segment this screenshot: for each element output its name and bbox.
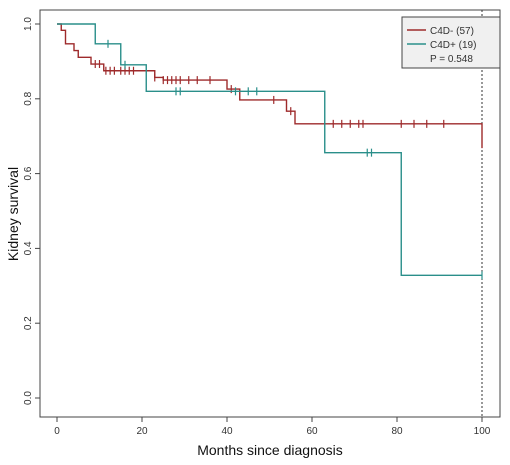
y-tick-label: 0.4 [23,241,34,255]
y-tick-label: 0.8 [23,91,34,105]
x-tick-label: 80 [391,426,403,437]
survival-curves [57,23,483,280]
legend-pvalue: P = 0.548 [430,54,473,65]
y-axis-ticks: 0.0 0.2 0.4 0.6 0.8 1.0 [23,17,40,405]
y-tick-label: 0.6 [23,166,34,180]
x-tick-label: 60 [306,426,318,437]
legend-box [401,16,501,69]
y-axis-label: Kidney survival [5,167,21,261]
series-c4d-pos [57,23,483,280]
y-tick-label: 0.2 [23,316,34,330]
x-axis-label: Months since diagnosis [197,442,343,458]
legend: C4D- (57) C4D+ (19) P = 0.548 [401,16,501,69]
x-tick-label: 100 [474,426,491,437]
x-axis-ticks: 0 20 40 60 80 100 [54,417,491,437]
x-tick-label: 40 [221,426,233,437]
y-tick-label: 0.0 [23,391,34,405]
x-tick-label: 20 [136,426,148,437]
series-c4d-neg [57,23,483,149]
x-tick-label: 0 [54,426,60,437]
legend-label-c4d-pos: C4D+ (19) [430,40,476,51]
legend-label-c4d-neg: C4D- (57) [430,26,474,37]
survival-curve-line [57,23,482,277]
y-tick-label: 1.0 [23,17,34,31]
